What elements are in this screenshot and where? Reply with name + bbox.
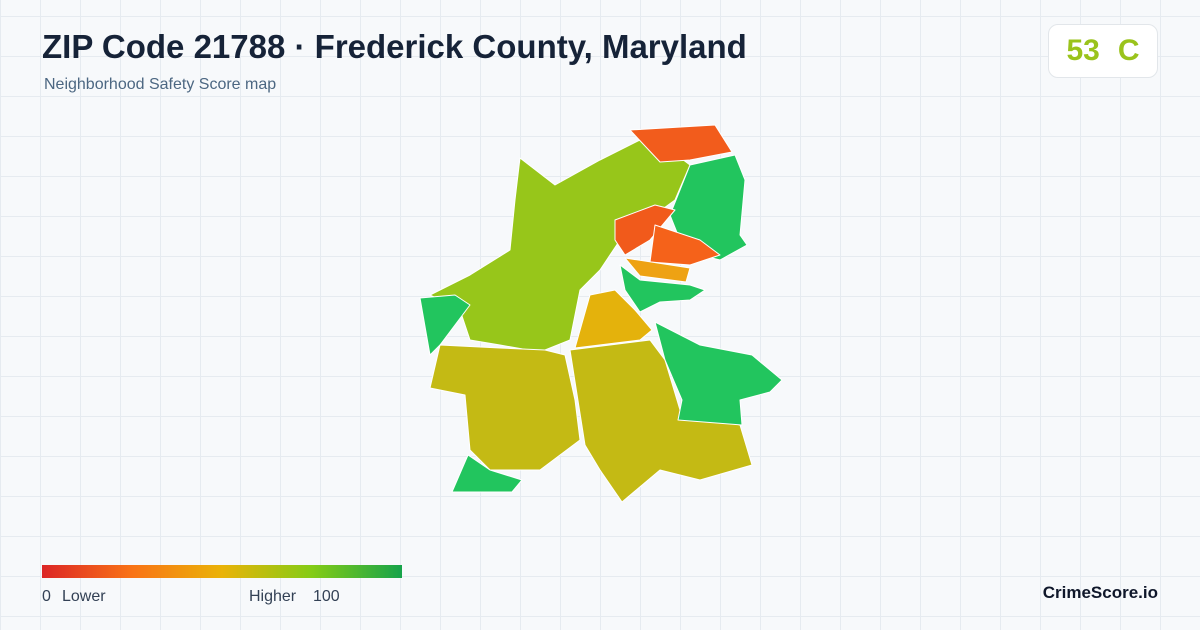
legend-bar (42, 565, 402, 578)
region (574, 289, 653, 349)
score-badge: 53 C (1048, 24, 1158, 78)
region (419, 294, 471, 356)
region (429, 134, 691, 353)
region (451, 454, 523, 493)
subtitle: Neighborhood Safety Score map (44, 76, 277, 93)
legend-max-label: Higher (249, 588, 297, 605)
header: ZIP Code 21788 · Frederick County, Maryl… (0, 0, 1200, 96)
region (569, 339, 753, 503)
region (619, 264, 706, 313)
region (654, 321, 783, 426)
score-value: 53 (1066, 34, 1100, 67)
legend-min-label: Lower (62, 588, 106, 605)
legend-min: 0 (42, 588, 51, 605)
region (624, 257, 691, 283)
brand: CrimeScore.io (1042, 583, 1158, 602)
region (649, 224, 721, 266)
region (614, 204, 676, 256)
region (429, 344, 581, 471)
region (629, 124, 733, 163)
region (669, 154, 748, 261)
title: ZIP Code 21788 · Frederick County, Maryl… (42, 28, 747, 65)
score-grade: C (1117, 34, 1140, 67)
legend-max: 100 (313, 588, 340, 605)
